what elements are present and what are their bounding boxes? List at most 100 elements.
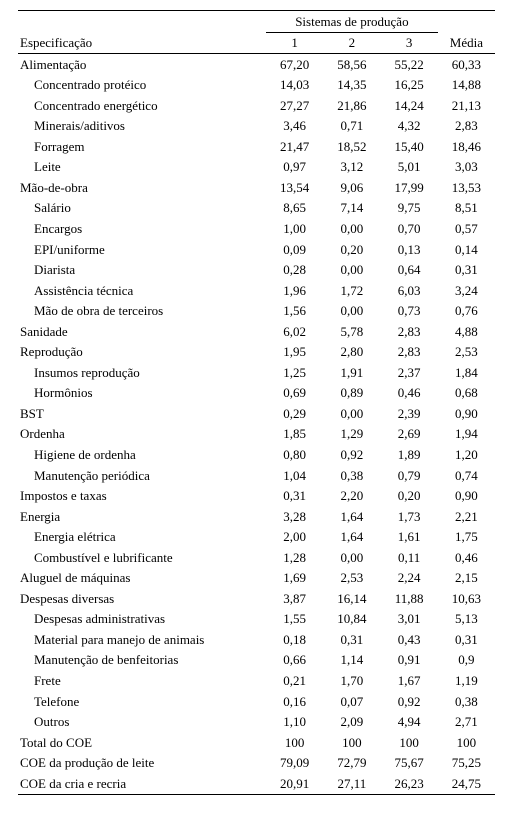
table-row: Mão-de-obra13,549,0617,9913,53 [18,177,495,198]
row-label: Despesas administrativas [18,609,266,630]
table-row: Frete0,211,701,671,19 [18,671,495,692]
table-row: Insumos reprodução1,251,912,371,84 [18,362,495,383]
table-row: Total do COE100100100100 [18,732,495,753]
row-label: Impostos e taxas [18,486,266,507]
row-value-system: 0,20 [381,486,438,507]
row-value-system: 0,66 [266,650,323,671]
row-value-media: 0,31 [438,629,495,650]
table-row: Material para manejo de animais0,180,310… [18,629,495,650]
row-value-system: 3,28 [266,506,323,527]
row-value-system: 0,64 [381,260,438,281]
row-value-system: 55,22 [381,54,438,75]
row-value-system: 0,43 [381,629,438,650]
row-value-system: 0,13 [381,239,438,260]
table-body: Alimentação67,2058,5655,2260,33Concentra… [18,54,495,795]
row-value-system: 2,37 [381,362,438,383]
row-value-system: 11,88 [381,588,438,609]
header-row-1: Sistemas de produção [18,11,495,33]
row-value-system: 2,39 [381,403,438,424]
row-value-system: 4,94 [381,712,438,733]
row-value-system: 7,14 [323,198,380,219]
table-row: Impostos e taxas0,312,200,200,90 [18,486,495,507]
header-systems-label: Sistemas de produção [266,11,438,33]
row-label: Energia [18,506,266,527]
row-value-system: 0,70 [381,218,438,239]
table-row: Encargos1,000,000,700,57 [18,218,495,239]
row-value-system: 1,67 [381,671,438,692]
header-col-2: 2 [323,32,380,54]
row-value-system: 1,95 [266,342,323,363]
row-value-system: 0,07 [323,691,380,712]
row-label: Ordenha [18,424,266,445]
row-label: Hormônios [18,383,266,404]
row-value-media: 0,68 [438,383,495,404]
row-value-system: 0,31 [323,629,380,650]
row-label: Sanidade [18,321,266,342]
row-value-system: 20,91 [266,773,323,794]
row-label: Manutenção periódica [18,465,266,486]
row-value-media: 8,51 [438,198,495,219]
row-value-media: 0,14 [438,239,495,260]
row-value-media: 0,46 [438,547,495,568]
row-value-system: 1,64 [323,527,380,548]
row-value-system: 1,25 [266,362,323,383]
row-value-system: 0,20 [323,239,380,260]
row-value-system: 75,67 [381,753,438,774]
table-row: Energia3,281,641,732,21 [18,506,495,527]
row-label: Combustível e lubrificante [18,547,266,568]
row-label: Alimentação [18,54,266,75]
table-row: Hormônios0,690,890,460,68 [18,383,495,404]
row-label: Encargos [18,218,266,239]
table-row: Despesas diversas3,8716,1411,8810,63 [18,588,495,609]
row-label: EPI/uniforme [18,239,266,260]
row-value-media: 0,90 [438,486,495,507]
row-value-system: 2,20 [323,486,380,507]
row-value-system: 9,75 [381,198,438,219]
row-value-system: 1,28 [266,547,323,568]
row-value-system: 0,00 [323,403,380,424]
row-value-system: 1,56 [266,301,323,322]
row-value-system: 0,29 [266,403,323,424]
row-value-system: 13,54 [266,177,323,198]
row-value-media: 0,90 [438,403,495,424]
table-row: Manutenção de benfeitorias0,661,140,910,… [18,650,495,671]
row-value-media: 10,63 [438,588,495,609]
row-value-system: 18,52 [323,136,380,157]
row-value-system: 21,86 [323,95,380,116]
row-value-media: 60,33 [438,54,495,75]
table-row: COE da produção de leite79,0972,7975,677… [18,753,495,774]
table-row: Manutenção periódica1,040,380,790,74 [18,465,495,486]
row-value-system: 0,89 [323,383,380,404]
row-value-system: 1,55 [266,609,323,630]
row-value-system: 2,53 [323,568,380,589]
row-value-media: 0,76 [438,301,495,322]
row-value-media: 2,21 [438,506,495,527]
row-value-system: 1,91 [323,362,380,383]
table-row: Assistência técnica1,961,726,033,24 [18,280,495,301]
table-row: Salário8,657,149,758,51 [18,198,495,219]
row-label: Mão de obra de terceiros [18,301,266,322]
row-label: Leite [18,157,266,178]
row-value-system: 6,03 [381,280,438,301]
row-label: Manutenção de benfeitorias [18,650,266,671]
table-row: Higiene de ordenha0,800,921,891,20 [18,444,495,465]
row-value-system: 6,02 [266,321,323,342]
table-row: BST0,290,002,390,90 [18,403,495,424]
row-value-system: 17,99 [381,177,438,198]
row-value-media: 18,46 [438,136,495,157]
row-value-system: 9,06 [323,177,380,198]
row-value-system: 27,11 [323,773,380,794]
row-value-system: 1,61 [381,527,438,548]
row-value-system: 0,16 [266,691,323,712]
row-value-system: 3,46 [266,116,323,137]
row-label: Insumos reprodução [18,362,266,383]
row-value-system: 79,09 [266,753,323,774]
row-label: Concentrado energético [18,95,266,116]
row-label: Salário [18,198,266,219]
row-value-system: 14,35 [323,75,380,96]
table-row: Sanidade6,025,782,834,88 [18,321,495,342]
row-value-system: 0,18 [266,629,323,650]
row-value-system: 100 [381,732,438,753]
row-value-system: 0,97 [266,157,323,178]
cost-table-page: Sistemas de produção Especificação 1 2 3… [0,0,513,813]
